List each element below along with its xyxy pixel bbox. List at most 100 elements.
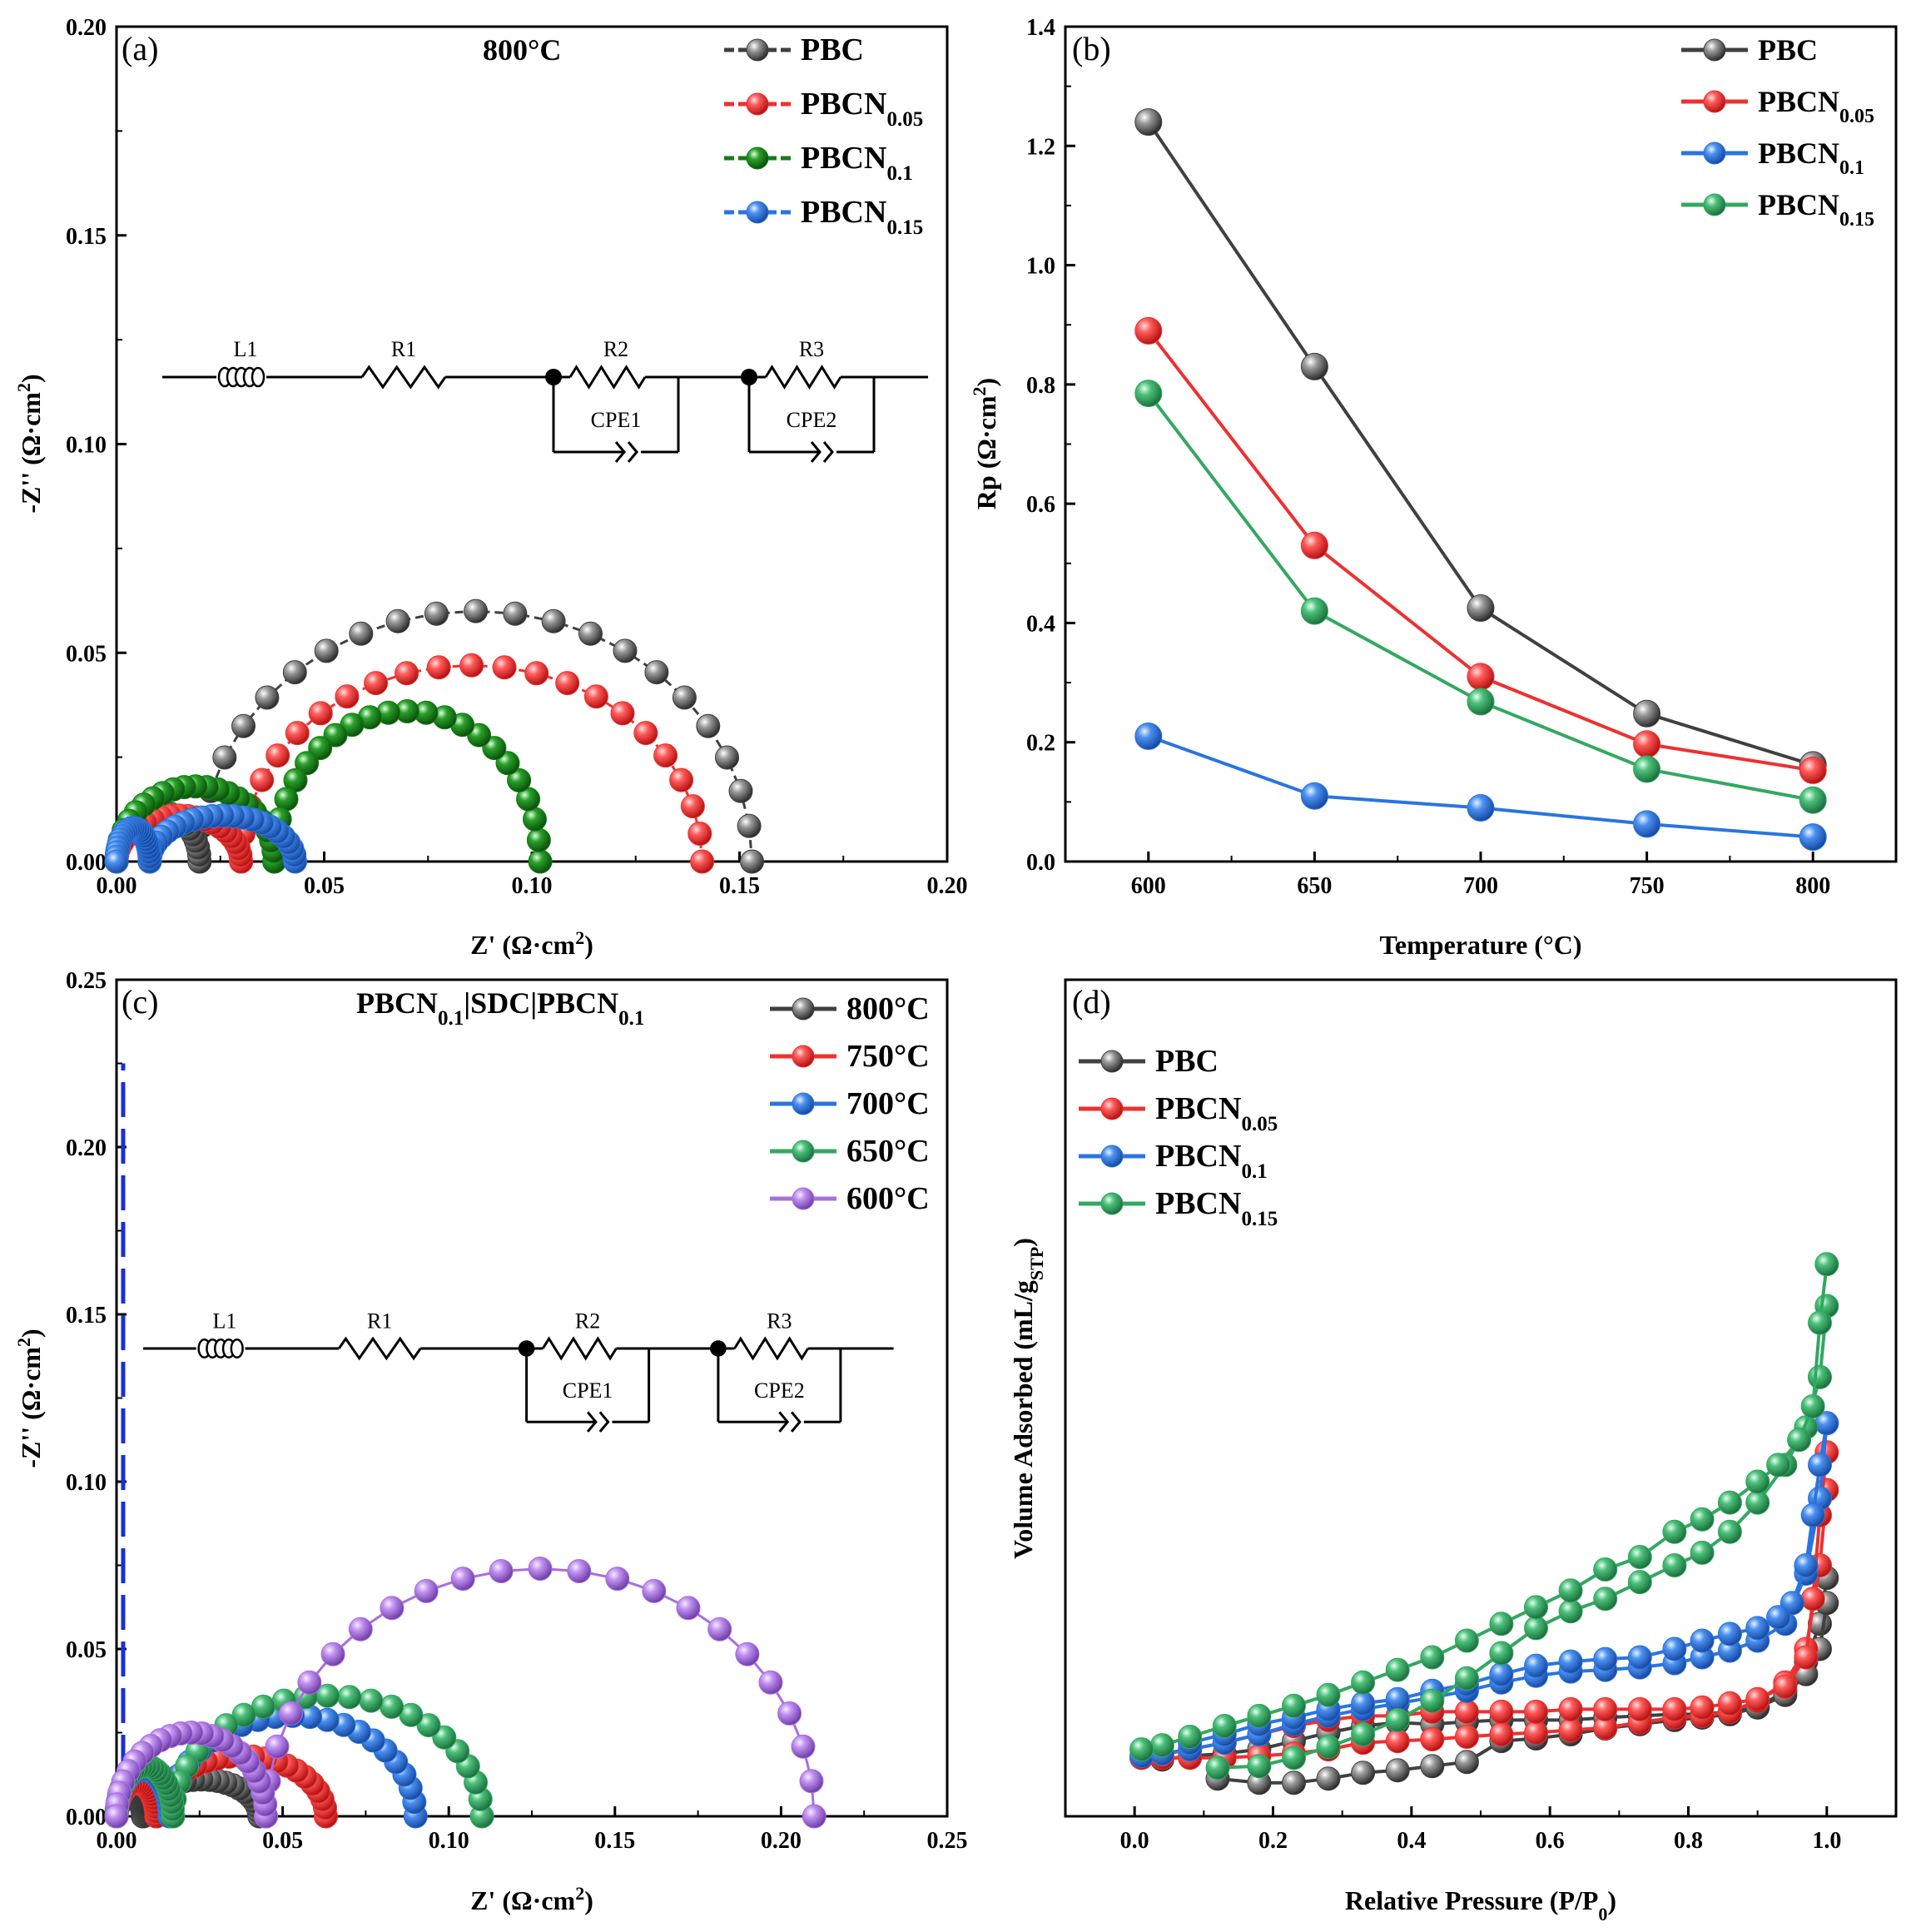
data-point: [1800, 1502, 1825, 1527]
x-tick-label: 1.0: [1812, 1828, 1841, 1854]
data-point: [459, 653, 484, 678]
legend-marker: [746, 147, 769, 170]
y-tick-label: 1.0: [1026, 254, 1055, 280]
data-point: [1454, 1750, 1479, 1775]
data-point: [1794, 1553, 1819, 1577]
data-point: [1627, 1545, 1652, 1569]
y-tick-label: 0.05: [66, 641, 107, 667]
data-point: [1745, 1616, 1770, 1641]
data-point: [1351, 1722, 1376, 1746]
equivalent-circuit: L1 R1 R2 CPE1 R3 CPE2: [162, 337, 928, 463]
circuit-label-cpe2: CPE2: [754, 1378, 805, 1403]
data-point: [1808, 1364, 1832, 1389]
y-tick-label: 0.20: [66, 1135, 107, 1161]
x-tick-label: 0.20: [927, 873, 968, 899]
legend-label: 600°C: [846, 1181, 930, 1216]
circuit-label-r2: R2: [575, 1309, 600, 1334]
data-point: [1662, 1519, 1687, 1544]
data-point: [1627, 1645, 1652, 1670]
legend-label: PBC: [1155, 1044, 1219, 1079]
chart-title: 800°C: [483, 33, 561, 67]
panel-label: (a): [122, 30, 158, 67]
data-point: [1149, 1733, 1174, 1758]
data-point: [314, 638, 339, 663]
x-tick-label: 650: [1297, 873, 1332, 899]
data-point: [1385, 1707, 1410, 1732]
data-point: [1800, 1587, 1825, 1612]
data-point: [680, 794, 705, 819]
data-point: [1524, 1721, 1548, 1745]
circuit-label-cpe1: CPE1: [591, 408, 642, 432]
x-tick-label: 0.10: [429, 1828, 469, 1854]
data-point: [1524, 1595, 1548, 1620]
y-tick-label: 0.2: [1026, 731, 1055, 757]
data-point: [1129, 1737, 1154, 1762]
data-point: [503, 601, 528, 626]
data-point: [250, 767, 275, 792]
circuit-label-cpe2: CPE2: [787, 408, 837, 432]
data-point: [1351, 1761, 1376, 1785]
data-point: [1558, 1718, 1583, 1742]
data-point: [1766, 1453, 1791, 1478]
data-point: [1690, 1540, 1715, 1565]
data-point: [676, 1596, 701, 1621]
data-point: [583, 684, 608, 709]
legend-label: PBC: [1758, 33, 1818, 67]
data-point: [524, 661, 549, 686]
legend-marker: [792, 1092, 815, 1115]
data-point: [696, 713, 721, 738]
legend-label-base: PBCN: [801, 87, 886, 122]
data-point: [424, 601, 449, 626]
data-point: [489, 1559, 514, 1583]
data-point: [687, 822, 712, 846]
data-point: [1247, 1703, 1272, 1728]
data-point: [758, 1670, 783, 1695]
data-marks: [1129, 1252, 1839, 1795]
data-point: [653, 743, 678, 768]
x-tick-label: 0.00: [97, 1828, 137, 1854]
legend-label-sub: 0.15: [1839, 209, 1874, 231]
data-point: [320, 1641, 345, 1666]
legend-label-base: PBCN: [1758, 85, 1839, 118]
data-point: [1593, 1646, 1618, 1671]
data-point: [715, 745, 739, 770]
data-point: [1489, 1722, 1514, 1746]
y-axis-label: Rp (Ω·cm2): [969, 378, 1002, 509]
data-point: [1593, 1557, 1618, 1582]
y-tick-label: 0.15: [66, 1303, 107, 1329]
data-point: [1800, 1394, 1825, 1418]
legend-label-base: 600°C: [846, 1181, 930, 1216]
data-point: [1489, 1641, 1514, 1666]
data-point: [1558, 1578, 1583, 1603]
y-axis-label: Volume Adsorbed (mL/gSTP): [1008, 1238, 1047, 1559]
data-point: [1178, 1725, 1203, 1749]
legend-label-base: 750°C: [846, 1039, 930, 1074]
data-point: [1662, 1553, 1687, 1577]
data-point: [335, 684, 360, 709]
data-point: [737, 813, 762, 838]
data-point: [567, 1559, 592, 1583]
data-point: [385, 608, 410, 633]
data-point: [672, 685, 697, 710]
panel-b: 600 650 700 750 8000.00.20.40.60.81.01.21.4 …: [969, 15, 1898, 960]
data-point: [1558, 1599, 1583, 1624]
y-tick-label: 0.25: [66, 968, 107, 994]
legend-label-sub: 0.05: [886, 108, 923, 131]
data-point: [1300, 531, 1328, 559]
axis-ticks: 0.00 0.05 0.10 0.15 0.20 0.25 0.00 0.05 0.10 0.15…: [66, 968, 968, 1854]
data-point: [1282, 1746, 1306, 1771]
legend-marker: [792, 1187, 815, 1210]
data-point: [1808, 1453, 1832, 1478]
data-point: [1558, 1649, 1583, 1674]
data-point: [1282, 1771, 1306, 1795]
panel-c: 0.00 0.05 0.10 0.15 0.20 0.25 0.00 0.05 0.10 0.15…: [13, 968, 968, 1915]
title-sub-b: 0.1: [618, 1007, 644, 1030]
data-point: [1662, 1636, 1687, 1661]
data-point: [1633, 699, 1661, 728]
legend-marker: [1703, 38, 1726, 62]
x-tick-label: 0.05: [262, 1828, 303, 1854]
legend-label-sub: 0.15: [886, 216, 923, 239]
circuit-label-r2: R2: [603, 337, 628, 361]
data-point: [1717, 1622, 1742, 1646]
data-point: [1467, 688, 1495, 716]
